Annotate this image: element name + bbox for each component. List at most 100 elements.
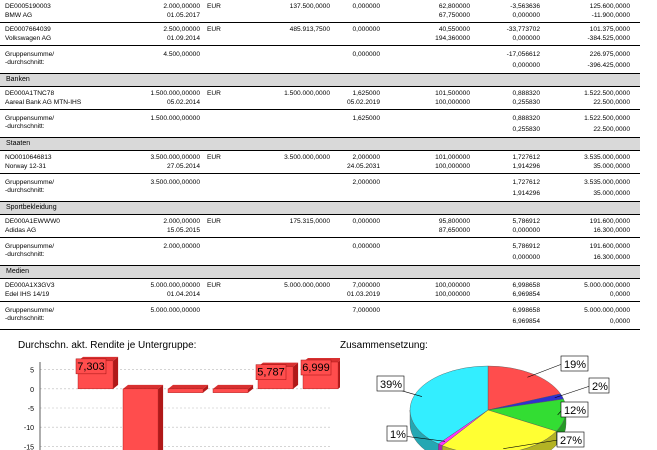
bar — [212, 388, 249, 393]
sum-quantity-cell: 2.000,00000 — [163, 243, 200, 250]
sum-quantity-cell: 3.500.000,00000 — [150, 179, 200, 186]
bar-side — [293, 362, 299, 389]
purchase-date-cell: 01.05.2017 — [166, 12, 200, 19]
interest-rate-cell: 0,000000 — [352, 26, 380, 33]
pie-slice — [487, 365, 561, 411]
group-header: Medien — [0, 266, 640, 279]
gain-loss-cell: 35.000,0000 — [593, 163, 630, 170]
purchase-date-cell: 01.04.2014 — [166, 291, 200, 298]
sum-rate-cell: 0,000000 — [352, 51, 380, 58]
group-sum-row: Gruppensumme/-durchschnitt: 3.500.000,000… — [0, 174, 640, 202]
pie-label-box — [588, 377, 610, 394]
isin-cell: DE000A1TNC78 — [5, 90, 55, 97]
currency-cell: EUR — [207, 218, 221, 225]
sum-yield-secondary-cell: 0,000000 — [512, 62, 540, 69]
y-tick-label: -15 — [24, 444, 34, 450]
security-name-cell: BMW AG — [5, 12, 33, 19]
sum-quantity-cell: 4.500,00000 — [163, 51, 200, 58]
pie-leader-line — [554, 385, 591, 399]
security-row[interactable]: DE000A1TNC78 Aareal Bank AG MTN-IHS 1.500.… — [0, 87, 640, 110]
quantity-cell: 2.000,00000 — [163, 3, 200, 10]
current-price-cell: 95,800000 — [438, 218, 470, 225]
pie-label: 12% — [564, 405, 586, 417]
data-label-box — [300, 359, 332, 376]
pie-chart-title: Zusammensetzung: — [340, 340, 428, 351]
purchase-price-cell: 100,000000 — [435, 163, 470, 170]
group-sum-row: Gruppensumme/-durchschnitt: 2.000,00000 0,… — [0, 238, 640, 266]
sum-market-value-cell: 191.600,0000 — [589, 243, 630, 250]
gain-loss-cell: -384.525,0000 — [587, 35, 630, 42]
yield-secondary-cell: 0,000000 — [512, 12, 540, 19]
security-row[interactable]: DE000A1X3GV3 Edel IHS 14/19 5.000.000,0000… — [0, 279, 640, 302]
group-sum-row: Gruppensumme/-durchschnitt: 5.000.000,000… — [0, 302, 640, 330]
security-row[interactable]: NO0010646813 Norway 12-31 3.500.000,00000 2… — [0, 151, 640, 174]
market-value-cell: 125.600,0000 — [589, 3, 630, 10]
purchase-price-cell: 67,750000 — [438, 12, 470, 19]
sum-yield-cell: 5,786912 — [512, 243, 540, 250]
pie-label: 2% — [592, 381, 608, 393]
security-name-cell: Adidas AG — [5, 227, 37, 234]
current-price-cell: 62,800000 — [438, 3, 470, 10]
pie-label: 39% — [380, 379, 402, 391]
sum-yield-secondary-cell: 1,914296 — [512, 190, 540, 197]
currency-cell: EUR — [207, 154, 221, 161]
avg-label: -durchschnitt: — [5, 315, 45, 322]
security-row[interactable]: DE000A1EWWW0 Adidas AG 2.000,00000 15.05.20… — [0, 215, 640, 238]
y-tick-label: -10 — [24, 425, 34, 432]
maturity-date-cell: 05.02.2019 — [346, 99, 380, 106]
sum-yield-cell: -17,056612 — [506, 51, 540, 58]
maturity-date-cell: 01.03.2019 — [346, 291, 380, 298]
security-name-cell: Edel IHS 14/19 — [5, 291, 50, 298]
purchase-price-cell: 87,650000 — [438, 227, 470, 234]
currency-cell: EUR — [207, 90, 221, 97]
currency-cell: EUR — [207, 3, 221, 10]
bar-side — [158, 384, 164, 450]
purchase-value-cell: 485.913,7500 — [289, 26, 330, 33]
yield-cell: 6,998658 — [512, 282, 540, 289]
pie-label-box — [386, 425, 408, 442]
pie-label-box — [556, 431, 585, 448]
security-row[interactable]: DE0005190003 BMW AG 2.000,00000 01.05.2017 E… — [0, 0, 640, 23]
gain-loss-cell: 16.300,0000 — [593, 227, 630, 234]
sum-gain-loss-cell: -396.425,0000 — [587, 62, 630, 69]
current-price-cell: 101,000000 — [435, 154, 470, 161]
sum-label: Gruppensumme/ — [5, 307, 55, 314]
pie-slice — [441, 409, 557, 450]
security-name-cell: Aareal Bank AG MTN-IHS — [5, 99, 82, 106]
data-label: 5,787 — [257, 367, 285, 379]
yield-secondary-cell: 0,000000 — [512, 35, 540, 42]
pie-label-box — [376, 375, 405, 392]
bar-side — [113, 356, 119, 389]
bar-side — [338, 360, 340, 389]
portfolio-report: DE0005190003 BMW AG 2.000,00000 01.05.2017 E… — [0, 0, 640, 330]
current-price-cell: 100,000000 — [435, 282, 470, 289]
sum-quantity-cell: 5.000.000,00000 — [150, 307, 200, 314]
bar-top — [168, 384, 209, 389]
sum-label: Gruppensumme/ — [5, 243, 55, 250]
isin-cell: DE0005190003 — [5, 3, 51, 10]
group-header: Staaten — [0, 138, 640, 151]
group-sum-row: Gruppensumme/-durchschnitt: 4.500,00000 0,… — [0, 46, 640, 74]
y-tick-label: -5 — [28, 406, 34, 413]
yield-cell: 5,786912 — [512, 218, 540, 225]
sum-rate-cell: 1,625000 — [352, 115, 380, 122]
sum-rate-cell: 2,000000 — [352, 179, 380, 186]
sum-gain-loss-cell: 35.000,0000 — [593, 190, 630, 197]
sum-gain-loss-cell: 0,0000 — [609, 318, 630, 325]
yield-cell: -33,773702 — [506, 26, 540, 33]
purchase-date-cell: 01.09.2014 — [166, 35, 200, 42]
interest-rate-cell: 2,000000 — [352, 154, 380, 161]
quantity-cell: 2.000,00000 — [163, 218, 200, 225]
sum-label: Gruppensumme/ — [5, 115, 55, 122]
current-price-cell: 40,550000 — [438, 26, 470, 33]
group-header: Banken — [0, 74, 640, 87]
purchase-value-cell: 5.000.000,0000 — [284, 282, 330, 289]
bar-top — [213, 384, 254, 389]
quantity-cell: 2.500,00000 — [163, 26, 200, 33]
bar-side — [203, 384, 209, 393]
currency-cell: EUR — [207, 282, 221, 289]
security-row[interactable]: DE0007664039 Volkswagen AG 2.500,00000 01.0… — [0, 23, 640, 46]
pie-label: 27% — [560, 435, 582, 447]
interest-rate-cell: 0,000000 — [352, 218, 380, 225]
pie-leader-line — [503, 439, 559, 449]
